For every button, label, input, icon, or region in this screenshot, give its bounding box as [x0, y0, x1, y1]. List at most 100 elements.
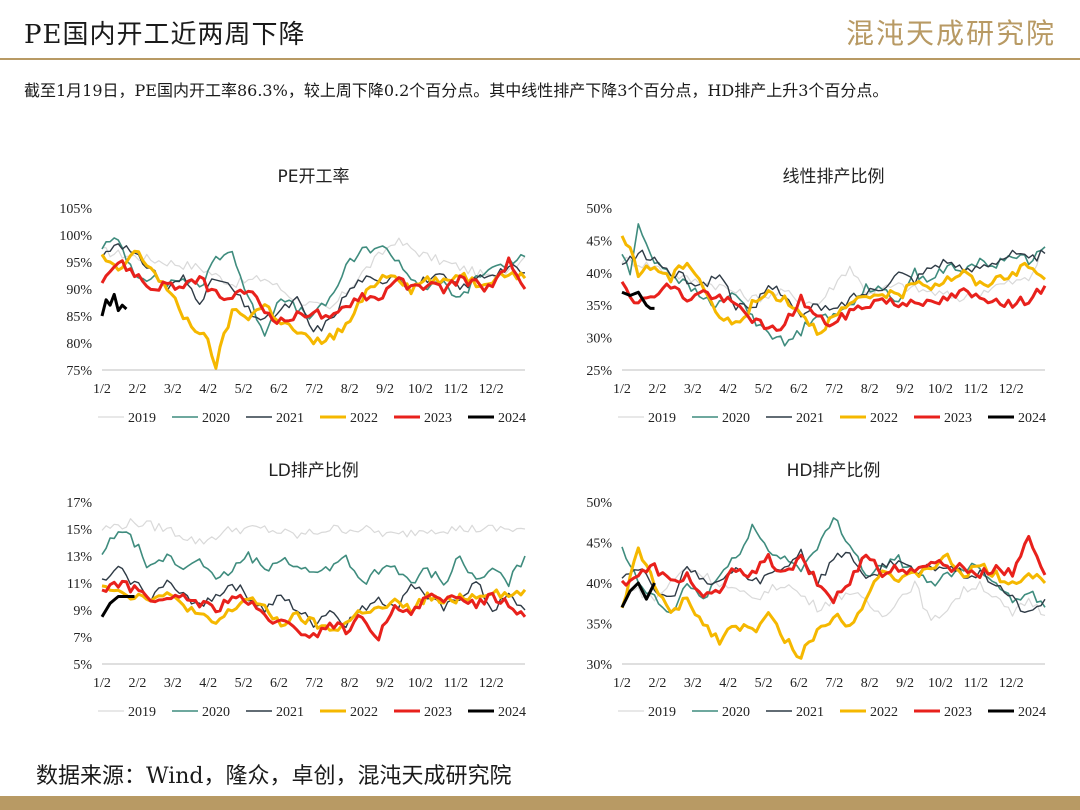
legend-label-2022: 2022: [870, 705, 898, 720]
x-tick-label: 6/2: [270, 382, 288, 397]
series-line-2019: [621, 246, 1046, 307]
x-tick-label: 12/2: [479, 676, 504, 691]
x-tick-label: 3/2: [684, 676, 702, 691]
x-tick-label: 7/2: [825, 382, 843, 397]
series-line-2019: [621, 568, 1046, 621]
x-tick-label: 2/2: [128, 382, 146, 397]
x-tick-label: 2/2: [648, 676, 666, 691]
y-tick-label: 90%: [66, 283, 92, 298]
legend-label-2019: 2019: [128, 705, 156, 720]
legend-label-2021: 2021: [796, 705, 824, 720]
y-tick-label: 105%: [59, 202, 92, 217]
y-tick-label: 11%: [67, 577, 92, 592]
y-tick-label: 35%: [586, 299, 612, 314]
x-tick-label: 8/2: [341, 382, 359, 397]
y-tick-label: 50%: [586, 496, 612, 511]
series-line-2023: [620, 280, 1047, 332]
y-tick-label: 35%: [586, 618, 612, 633]
legend-label-2022: 2022: [350, 705, 378, 720]
legend-label-2021: 2021: [276, 705, 304, 720]
legend-label-2020: 2020: [202, 705, 230, 720]
x-tick-label: 5/2: [235, 676, 253, 691]
chart-title: LD排产比例: [268, 461, 359, 481]
page-title: PE国内开工近两周下降: [24, 20, 306, 50]
series-line-2022: [620, 235, 1046, 336]
chart-title: HD排产比例: [787, 461, 881, 481]
y-tick-label: 17%: [66, 496, 92, 511]
x-tick-label: 5/2: [755, 676, 773, 691]
x-tick-label: 1/2: [613, 676, 631, 691]
chart-ld-ratio: LD排产比例 5% 7% 9% 11% 13% 15% 17% 1/2 2/2 3/2 4/2 5/2 6…: [20, 452, 540, 742]
x-tick-label: 4/2: [719, 382, 737, 397]
x-tick-label: 3/2: [164, 676, 182, 691]
chart-svg: LD排产比例 5% 7% 9% 11% 13% 15% 17% 1/2 2/2 3/2 4/2 5/2 6…: [66, 461, 527, 720]
y-tick-label: 5%: [73, 658, 92, 673]
legend-label-2022: 2022: [350, 411, 378, 426]
y-tick-label: 85%: [66, 310, 92, 325]
chart-svg: PE开工率 75% 80% 85% 90% 95% 100% 105% 1/2 2/2 3/2 4/2…: [59, 167, 527, 426]
y-tick-label: 30%: [586, 332, 612, 347]
series-line-2022: [620, 546, 1047, 660]
x-tick-label: 3/2: [684, 382, 702, 397]
data-source: 数据来源：Wind，隆众，卓创，混沌天成研究院: [36, 764, 512, 789]
y-tick-label: 45%: [586, 537, 612, 552]
legend-label-2024: 2024: [1018, 411, 1046, 426]
series-line-2019: [101, 237, 526, 310]
y-tick-label: 25%: [586, 364, 612, 379]
legend-label-2020: 2020: [722, 705, 750, 720]
legend-label-2019: 2019: [648, 411, 676, 426]
header-divider: [0, 58, 1080, 60]
legend-label-2020: 2020: [722, 411, 750, 426]
series-line-2023: [101, 579, 527, 642]
x-tick-label: 7/2: [305, 676, 323, 691]
x-tick-label: 10/2: [408, 676, 433, 691]
x-tick-label: 11/2: [964, 676, 988, 691]
legend-label-2023: 2023: [424, 705, 452, 720]
y-tick-label: 100%: [59, 229, 92, 244]
series-line-2023: [620, 534, 1047, 605]
x-tick-label: 10/2: [408, 382, 433, 397]
x-tick-label: 1/2: [93, 382, 111, 397]
y-tick-label: 75%: [66, 364, 92, 379]
x-tick-label: 4/2: [199, 382, 217, 397]
y-tick-label: 40%: [586, 577, 612, 592]
x-tick-label: 2/2: [648, 382, 666, 397]
x-tick-label: 12/2: [999, 676, 1024, 691]
series-line-2022: [100, 249, 527, 370]
x-tick-label: 10/2: [928, 382, 953, 397]
series-line-2020: [621, 517, 1046, 614]
series-line-2019: [101, 518, 526, 545]
series-line-2024: [100, 595, 135, 618]
chart-pe-operating-rate: PE开工率 75% 80% 85% 90% 95% 100% 105% 1/2 2/2 3/2 4/2…: [20, 158, 540, 448]
series-line-2021: [621, 548, 1046, 613]
x-tick-label: 4/2: [199, 676, 217, 691]
x-tick-label: 9/2: [376, 382, 394, 397]
chart-linear-ratio: 线性排产比例 25% 30% 35% 40% 45% 50% 1/2 2/2 3/2 4/2 5/2 6…: [540, 158, 1060, 448]
legend-label-2023: 2023: [944, 411, 972, 426]
y-tick-label: 95%: [66, 256, 92, 271]
x-tick-label: 8/2: [861, 676, 879, 691]
y-tick-label: 7%: [73, 631, 92, 646]
legend-label-2024: 2024: [1018, 705, 1046, 720]
y-tick-label: 15%: [66, 523, 92, 538]
x-tick-label: 6/2: [790, 676, 808, 691]
series-line-2023: [100, 256, 527, 325]
x-tick-label: 9/2: [896, 382, 914, 397]
legend-label-2021: 2021: [276, 411, 304, 426]
legend-label-2019: 2019: [648, 705, 676, 720]
x-tick-label: 1/2: [613, 382, 631, 397]
y-tick-label: 9%: [73, 604, 92, 619]
x-tick-label: 11/2: [444, 676, 468, 691]
x-tick-label: 7/2: [305, 382, 323, 397]
legend-label-2024: 2024: [498, 411, 526, 426]
x-tick-label: 5/2: [235, 382, 253, 397]
series-line-2024: [621, 290, 655, 310]
legend-label-2019: 2019: [128, 411, 156, 426]
series-line-2021: [621, 249, 1046, 318]
x-tick-label: 6/2: [790, 382, 808, 397]
x-tick-label: 12/2: [999, 382, 1024, 397]
x-tick-label: 12/2: [479, 382, 504, 397]
chart-title: PE开工率: [278, 167, 350, 187]
y-tick-label: 50%: [586, 202, 612, 217]
x-tick-label: 6/2: [270, 676, 288, 691]
